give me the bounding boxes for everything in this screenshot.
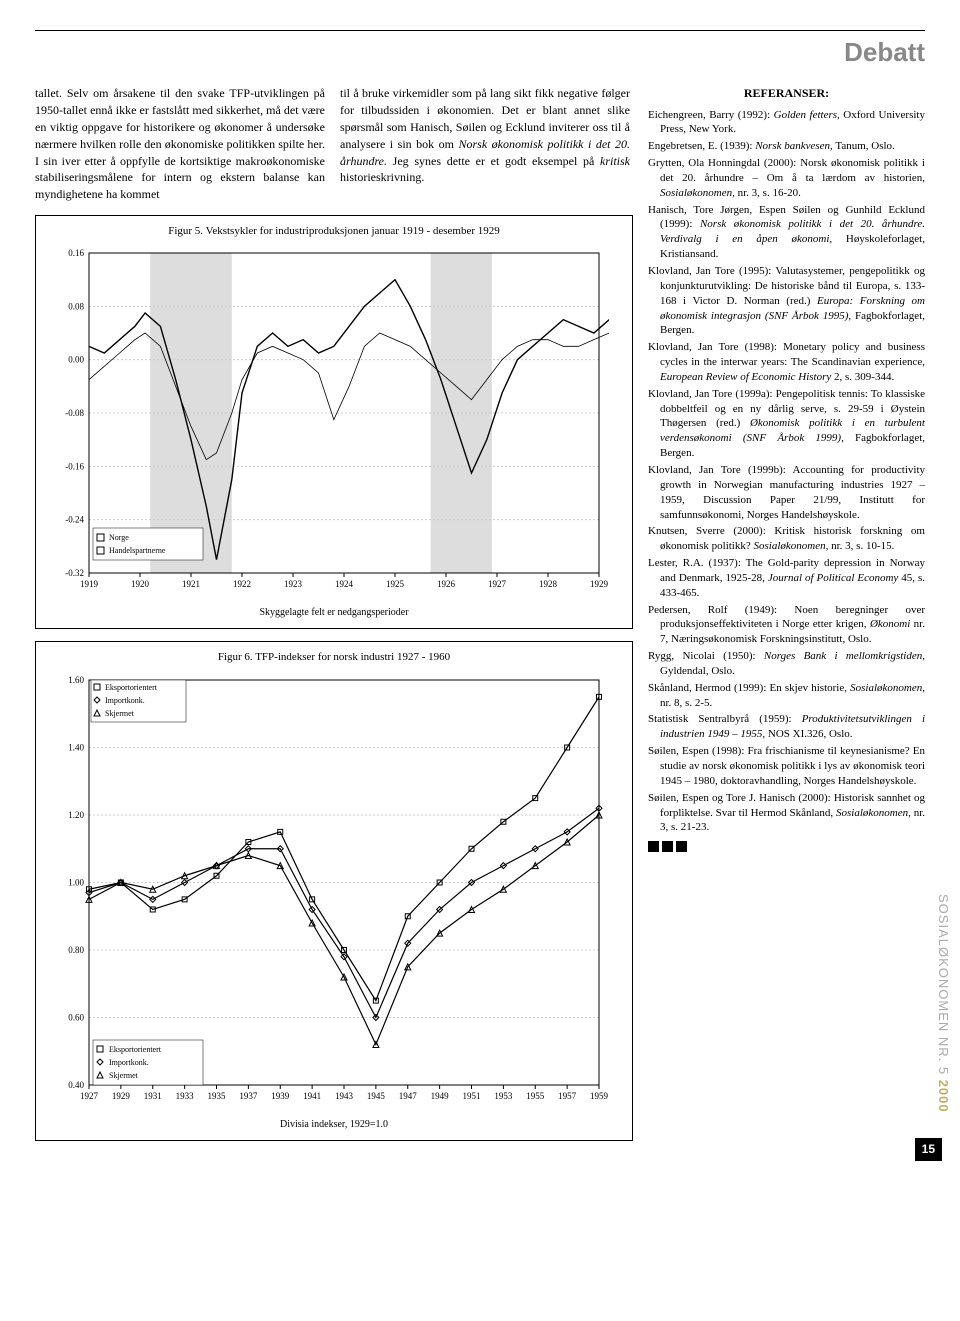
body-emph: kritisk — [600, 154, 630, 168]
figure-6-caption: Divisia indekser, 1929=1.0 — [44, 1118, 624, 1132]
reference-entry: Klovland, Jan Tore (1999b): Accounting f… — [648, 463, 925, 522]
figure-6: Figur 6. TFP-indekser for norsk industri… — [35, 641, 633, 1140]
svg-text:1926: 1926 — [437, 579, 456, 589]
body-text: historieskrivning. — [340, 170, 424, 184]
svg-text:1.20: 1.20 — [68, 810, 84, 820]
svg-text:1957: 1957 — [558, 1091, 577, 1101]
svg-text:1.40: 1.40 — [68, 742, 84, 752]
figure-5-title: Figur 5. Vekstsykler for industriproduks… — [44, 224, 624, 239]
svg-text:1.60: 1.60 — [68, 675, 84, 685]
svg-text:1935: 1935 — [208, 1091, 227, 1101]
svg-text:1947: 1947 — [399, 1091, 418, 1101]
svg-text:1939: 1939 — [271, 1091, 290, 1101]
svg-text:1937: 1937 — [239, 1091, 258, 1101]
svg-text:1943: 1943 — [335, 1091, 354, 1101]
body-column-2: til å bruke virkemidler som på lang sikt… — [340, 85, 630, 203]
references-title: REFERANSER: — [648, 85, 925, 101]
figure-6-chart: 0.40 0.60 0.80 1.00 1.20 1.40 1.60 1927 1929 1931… — [44, 670, 609, 1115]
figure-5-caption: Skyggelagte felt er nedgangsperioder — [44, 606, 624, 620]
svg-text:1955: 1955 — [526, 1091, 545, 1101]
journal-issue-label: SOSIALØKONOMEN NR. 5 — [936, 894, 951, 1080]
svg-text:1.00: 1.00 — [68, 877, 84, 887]
references-column: REFERANSER: Eichengreen, Barry (1992): G… — [648, 85, 925, 1152]
svg-text:1959: 1959 — [590, 1091, 609, 1101]
page-number: 15 — [915, 1138, 942, 1161]
svg-text:1924: 1924 — [335, 579, 354, 589]
svg-text:Norge: Norge — [109, 533, 129, 542]
reference-entry: Lester, R.A. (1937): The Gold-parity dep… — [648, 556, 925, 601]
reference-entry: Rygg, Nicolai (1950): Norges Bank i mell… — [648, 649, 925, 679]
svg-text:0.40: 0.40 — [68, 1080, 84, 1090]
reference-entry: Klovland, Jan Tore (1995): Valutasysteme… — [648, 264, 925, 338]
svg-text:1922: 1922 — [233, 579, 251, 589]
vertical-label: SOSIALØKONOMEN NR. 5 2000 — [934, 894, 952, 1113]
svg-text:0.16: 0.16 — [68, 248, 84, 258]
svg-text:1951: 1951 — [463, 1091, 481, 1101]
svg-text:1929: 1929 — [590, 579, 609, 589]
reference-entry: Statistisk Sentralbyrå (1959): Produktiv… — [648, 712, 925, 742]
svg-text:-0.08: -0.08 — [65, 408, 84, 418]
journal-year-label: 2000 — [936, 1080, 951, 1113]
reference-entry: Pedersen, Rolf (1949): Noen beregninger … — [648, 603, 925, 648]
reference-entry: Skånland, Hermod (1999): En skjev histor… — [648, 681, 925, 711]
svg-text:1949: 1949 — [431, 1091, 450, 1101]
svg-text:1931: 1931 — [144, 1091, 162, 1101]
svg-text:1945: 1945 — [367, 1091, 386, 1101]
svg-text:1933: 1933 — [176, 1091, 195, 1101]
reference-entry: Knutsen, Sverre (2000): Kritisk historis… — [648, 524, 925, 554]
reference-entry: Hanisch, Tore Jørgen, Espen Søilen og Gu… — [648, 203, 925, 262]
end-marker-squares — [648, 841, 925, 857]
svg-text:Importkonk.: Importkonk. — [109, 1058, 149, 1067]
svg-text:-0.16: -0.16 — [65, 462, 84, 472]
reference-entry: Søilen, Espen (1998): Fra frischianisme … — [648, 744, 925, 789]
svg-text:1920: 1920 — [131, 579, 150, 589]
reference-entry: Grytten, Ola Honningdal (2000): Norsk øk… — [648, 156, 925, 201]
svg-text:Skjermet: Skjermet — [105, 709, 135, 718]
svg-text:1941: 1941 — [303, 1091, 321, 1101]
reference-entry: Klovland, Jan Tore (1999a): Pengepolitis… — [648, 387, 925, 461]
svg-text:Eksportorientert: Eksportorientert — [105, 683, 158, 692]
svg-text:1953: 1953 — [494, 1091, 513, 1101]
figure-6-title: Figur 6. TFP-indekser for norsk industri… — [44, 650, 624, 665]
svg-text:1928: 1928 — [539, 579, 558, 589]
svg-text:Importkonk.: Importkonk. — [105, 696, 145, 705]
reference-entry: Engebretsen, E. (1939): Norsk bankvesen,… — [648, 139, 925, 154]
svg-text:-0.32: -0.32 — [65, 568, 84, 578]
svg-text:1921: 1921 — [182, 579, 200, 589]
svg-text:0.00: 0.00 — [68, 355, 84, 365]
svg-text:Eksportorientert: Eksportorientert — [109, 1045, 162, 1054]
svg-text:Skjermet: Skjermet — [109, 1071, 139, 1080]
svg-text:1929: 1929 — [112, 1091, 131, 1101]
svg-text:1925: 1925 — [386, 579, 405, 589]
section-header: Debatt — [35, 30, 925, 70]
figure-5: Figur 5. Vekstsykler for industriproduks… — [35, 215, 633, 629]
svg-text:0.60: 0.60 — [68, 1012, 84, 1022]
body-text: Jeg synes dette er et godt eksempel på — [387, 154, 600, 168]
body-column-1: tallet. Selv om årsakene til den svake T… — [35, 85, 325, 203]
svg-text:0.08: 0.08 — [68, 302, 84, 312]
svg-text:1919: 1919 — [80, 579, 99, 589]
svg-text:Handelspartnerne: Handelspartnerne — [109, 546, 166, 555]
svg-text:-0.24: -0.24 — [65, 515, 84, 525]
svg-text:0.80: 0.80 — [68, 945, 84, 955]
figure-5-chart: -0.32 -0.24 -0.16 -0.08 0.00 0.08 0.16 1919 1920… — [44, 243, 609, 603]
reference-entry: Søilen, Espen og Tore J. Hanisch (2000):… — [648, 791, 925, 836]
reference-entry: Klovland, Jan Tore (1998): Monetary poli… — [648, 340, 925, 385]
svg-text:1923: 1923 — [284, 579, 303, 589]
svg-text:1927: 1927 — [80, 1091, 99, 1101]
svg-text:1927: 1927 — [488, 579, 507, 589]
reference-entry: Eichengreen, Barry (1992): Golden fetter… — [648, 108, 925, 138]
